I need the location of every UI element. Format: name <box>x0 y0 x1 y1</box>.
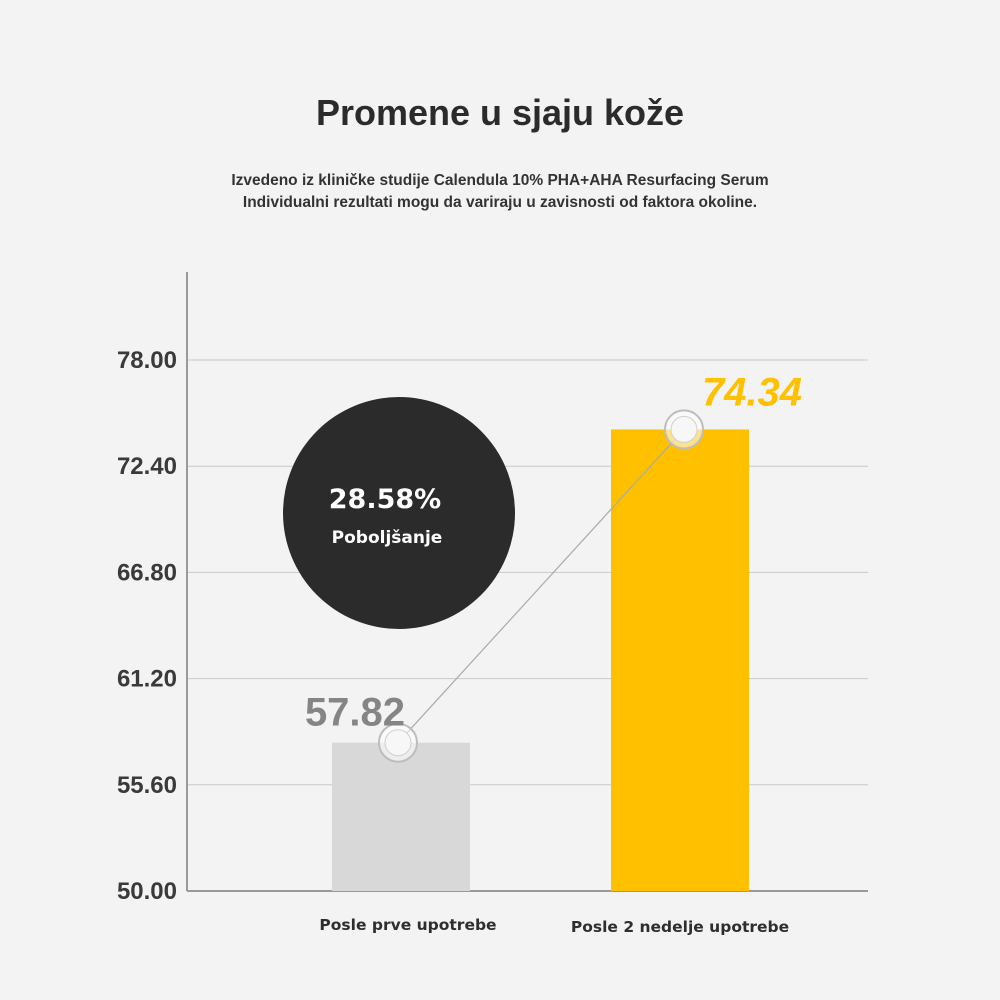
badge-value: 28.58% <box>329 484 441 515</box>
value-markers <box>378 409 704 763</box>
x-axis-label: Posle prve upotrebe <box>319 916 496 934</box>
improvement-badge: 28.58% Poboljšanje <box>283 397 515 629</box>
y-tick-label: 50.00 <box>117 878 177 905</box>
grid-lines <box>187 359 868 786</box>
y-tick-label: 78.00 <box>117 347 177 374</box>
x-axis-labels: Posle prve upotrebe Posle 2 nedelje upotr… <box>319 916 789 936</box>
y-tick-label: 55.60 <box>117 772 177 799</box>
value-labels: 57.82 74.34 <box>305 370 802 734</box>
bar <box>332 742 470 891</box>
y-tick-label: 72.40 <box>117 453 177 480</box>
value-label: 57.82 <box>305 691 405 735</box>
y-tick-label: 61.20 <box>117 666 177 693</box>
bars <box>332 429 749 891</box>
subtitle-study: Izvedeno iz kliničke studije Calendula 1… <box>231 172 769 189</box>
marker-dot <box>670 415 698 443</box>
subtitle-disclaimer: Individualni rezultati mogu da variraju … <box>242 194 758 211</box>
marker-dot <box>384 729 412 757</box>
connector-line <box>397 429 685 744</box>
value-label: 74.34 <box>702 370 802 414</box>
chart-title: Promene u sjaju kože <box>315 92 685 133</box>
badge-circle <box>283 397 515 629</box>
y-axis-ticks: 50.00 55.60 61.20 66.80 72.40 78.00 <box>117 347 177 905</box>
bar <box>611 429 749 891</box>
y-tick-label: 66.80 <box>117 559 177 586</box>
x-axis-label: Posle 2 nedelje upotrebe <box>571 918 789 936</box>
badge-label: Poboljšanje <box>332 528 443 548</box>
